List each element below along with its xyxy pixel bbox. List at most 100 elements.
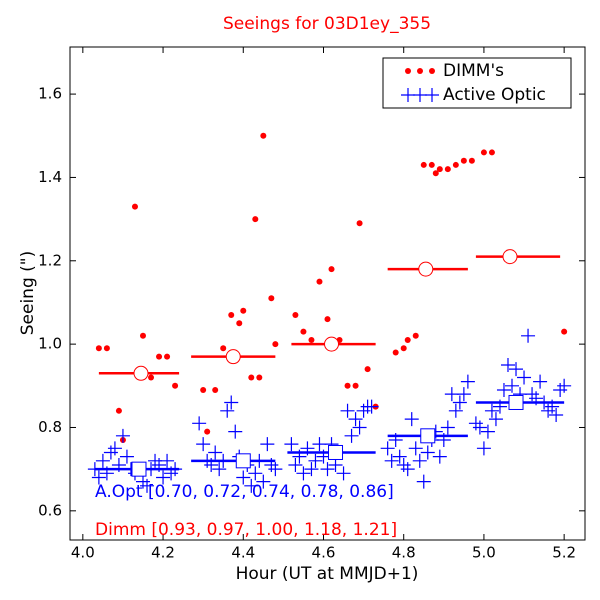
point — [139, 332, 146, 339]
median-marker — [502, 249, 518, 265]
point — [248, 374, 255, 381]
point — [380, 441, 395, 456]
point — [268, 295, 275, 302]
point — [460, 157, 467, 164]
point — [95, 345, 102, 352]
point — [260, 437, 275, 452]
legend-marker — [405, 68, 411, 74]
point — [284, 437, 299, 452]
point — [115, 428, 130, 443]
point — [505, 378, 520, 393]
point — [557, 378, 572, 393]
point — [228, 311, 235, 318]
point — [240, 307, 247, 314]
point — [115, 407, 122, 414]
point — [549, 407, 564, 422]
point — [476, 441, 491, 456]
point — [408, 441, 423, 456]
annotation: Dimm [0.93, 0.97, 1.00, 1.18, 1.21] — [95, 520, 397, 540]
legend-label: DIMM's — [443, 61, 504, 81]
point — [432, 170, 439, 177]
point — [308, 453, 323, 468]
point — [248, 466, 263, 481]
point — [340, 403, 355, 418]
point — [436, 166, 443, 173]
legend-marker — [401, 88, 415, 102]
point — [160, 453, 175, 468]
x-tick-label: 5.0 — [472, 544, 496, 562]
point — [131, 203, 138, 210]
point — [316, 278, 323, 285]
point — [517, 370, 532, 385]
point — [500, 357, 515, 372]
point — [288, 457, 303, 472]
median-marker — [235, 453, 251, 469]
point — [404, 336, 411, 343]
point — [384, 453, 399, 468]
median-marker — [225, 349, 241, 365]
point — [324, 316, 331, 323]
point — [456, 387, 471, 402]
point — [140, 478, 155, 493]
point — [252, 216, 259, 223]
point — [224, 395, 239, 410]
point — [448, 403, 463, 418]
point — [344, 428, 359, 443]
legend-box — [382, 57, 572, 109]
median-marker — [131, 461, 147, 477]
point — [364, 399, 379, 414]
y-tick-label: 1.0 — [38, 335, 62, 353]
point — [444, 387, 459, 402]
point — [496, 382, 511, 397]
point — [164, 353, 171, 360]
median-marker — [133, 365, 149, 381]
annotation: A.Opt [0.70, 0.72, 0.74, 0.78, 0.86] — [95, 482, 394, 502]
point — [444, 166, 451, 173]
point — [561, 328, 568, 335]
point — [268, 462, 283, 477]
point — [460, 374, 475, 389]
point — [220, 345, 227, 352]
point — [472, 420, 487, 435]
point — [292, 311, 299, 318]
point — [204, 428, 211, 435]
point — [148, 374, 155, 381]
point — [400, 345, 407, 352]
x-tick-label: 4.6 — [312, 544, 336, 562]
point — [236, 320, 243, 327]
point — [272, 341, 279, 348]
point — [196, 437, 211, 452]
y-tick-label: 1.6 — [38, 85, 62, 103]
y-tick-label: 1.4 — [38, 168, 62, 186]
point — [228, 424, 243, 439]
median-marker — [420, 428, 436, 444]
point — [119, 449, 134, 464]
point — [156, 470, 171, 485]
legend-marker — [413, 88, 427, 102]
point — [212, 386, 219, 393]
point — [312, 437, 327, 452]
point — [328, 457, 343, 472]
point — [452, 161, 459, 168]
point — [103, 345, 110, 352]
point — [192, 416, 207, 431]
point — [400, 462, 415, 477]
point — [320, 462, 335, 477]
plot-frame — [69, 46, 586, 541]
point — [328, 266, 335, 273]
median-marker — [324, 336, 340, 352]
point — [480, 424, 495, 439]
point — [256, 474, 271, 489]
legend-marker — [429, 68, 435, 74]
point — [296, 466, 311, 481]
y-tick-label: 0.8 — [38, 418, 62, 436]
point — [91, 470, 106, 485]
x-tick-label: 4.2 — [151, 544, 175, 562]
point — [404, 412, 419, 427]
point — [521, 328, 536, 343]
point — [95, 453, 110, 468]
point — [236, 470, 251, 485]
x-tick-label: 4.0 — [71, 544, 95, 562]
point — [336, 466, 351, 481]
point — [352, 382, 359, 389]
